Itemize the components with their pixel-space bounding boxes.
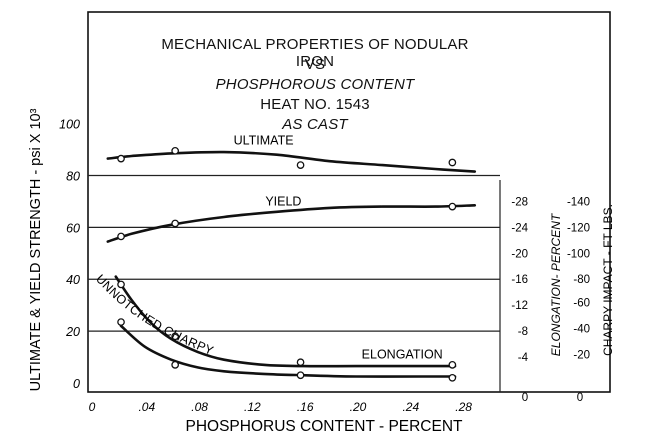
chart-title-line-4: HEAT NO. 1543 <box>260 96 370 113</box>
axis-ticks: 0 20 40 60 80 100 0 .04 .08 .12 .16 .20 .24 .28 -4 -8 -1… <box>59 118 590 414</box>
unnotched-charpy-data-point <box>117 280 125 289</box>
charpy-tick-label: -100 <box>567 248 590 260</box>
x-tick-label: .08 <box>191 400 208 414</box>
elongation-curve <box>119 324 457 378</box>
ultimate-curve <box>106 150 477 173</box>
y-tick-label: 20 <box>65 325 80 339</box>
elongation-tick-label: -20 <box>511 248 528 260</box>
y-axis-label-elongation: ELONGATION- PERCENT <box>549 212 563 356</box>
curve-labels: ULTIMATE YIELD ELONGATION <box>234 133 443 361</box>
elongation-zero-label: 0 <box>522 392 528 404</box>
x-tick-label: .12 <box>244 400 261 414</box>
elongation-data-point <box>296 371 305 380</box>
elongation-tick-label: -16 <box>511 274 528 286</box>
ultimate-data-point <box>171 146 180 155</box>
elongation-tick-label: -28 <box>511 196 528 208</box>
data-points <box>117 146 457 382</box>
curves <box>106 150 477 378</box>
plot-frame <box>87 11 611 393</box>
charpy-tick-label: -140 <box>567 196 590 208</box>
charpy-tick-label: -40 <box>573 324 590 336</box>
elongation-tick-label: -8 <box>518 326 528 338</box>
charpy-zero-label: 0 <box>577 392 583 404</box>
charpy-tick-label: -60 <box>573 298 590 310</box>
y-tick-label: 40 <box>66 273 80 287</box>
elongation-data-point <box>117 318 125 326</box>
charpy-tick-label: -20 <box>573 349 590 361</box>
unnotched-charpy-curve <box>114 275 457 368</box>
x-tick-label: .20 <box>350 400 367 414</box>
x-tick-label: .24 <box>402 400 419 414</box>
charpy-tick-label: -120 <box>567 222 590 234</box>
elongation-tick-label: -24 <box>511 222 528 234</box>
yield-curve-label: YIELD <box>265 194 301 208</box>
charpy-curve-label: UNNOTCHED CHARPY <box>93 272 216 358</box>
ultimate-data-point <box>117 154 125 163</box>
x-tick-label: .28 <box>455 400 472 414</box>
yield-data-point <box>171 219 180 228</box>
elongation-data-point <box>448 373 457 382</box>
unnotched-charpy-data-point <box>171 332 180 341</box>
yield-data-point <box>448 202 457 211</box>
y-axis-label-left: ULTIMATE & YIELD STRENGTH - psi X 10³ <box>28 108 44 391</box>
unnotched-charpy-data-point <box>448 360 457 369</box>
y-tick-label: 100 <box>59 118 80 132</box>
ultimate-data-point <box>448 158 457 167</box>
elongation-curve-label: ELONGATION <box>362 347 443 361</box>
x-axis-label: PHOSPHORUS CONTENT - PERCENT <box>185 418 463 435</box>
charpy-tick-label: -80 <box>573 274 590 286</box>
y-tick-label: 60 <box>66 221 80 235</box>
chart-title-line-3: PHOSPHOROUS CONTENT <box>215 76 415 93</box>
ultimate-data-point <box>296 161 305 169</box>
y-tick-label: 80 <box>66 169 80 183</box>
chart-title-line-1: MECHANICAL PROPERTIES OF NODULAR IRON <box>161 36 469 70</box>
x-tick-label: 0 <box>89 400 96 414</box>
chart-title-line-5: AS CAST <box>282 116 348 133</box>
ultimate-curve-label: ULTIMATE <box>234 133 294 147</box>
grid <box>88 174 501 392</box>
yield-curve <box>106 204 477 243</box>
y-axis-label-charpy: CHARPY IMPACT - FT LBS. <box>601 204 615 356</box>
y-tick-label: 0 <box>73 377 80 391</box>
x-tick-label: .04 <box>138 400 155 414</box>
elongation-tick-label: -12 <box>511 300 528 312</box>
yield-data-point <box>117 232 125 241</box>
unnotched-charpy-data-point <box>296 358 305 367</box>
chart-title-line-2: VS <box>304 56 326 73</box>
elongation-tick-label: -4 <box>518 352 529 364</box>
elongation-data-point <box>171 360 180 369</box>
x-tick-label: .16 <box>297 400 314 414</box>
